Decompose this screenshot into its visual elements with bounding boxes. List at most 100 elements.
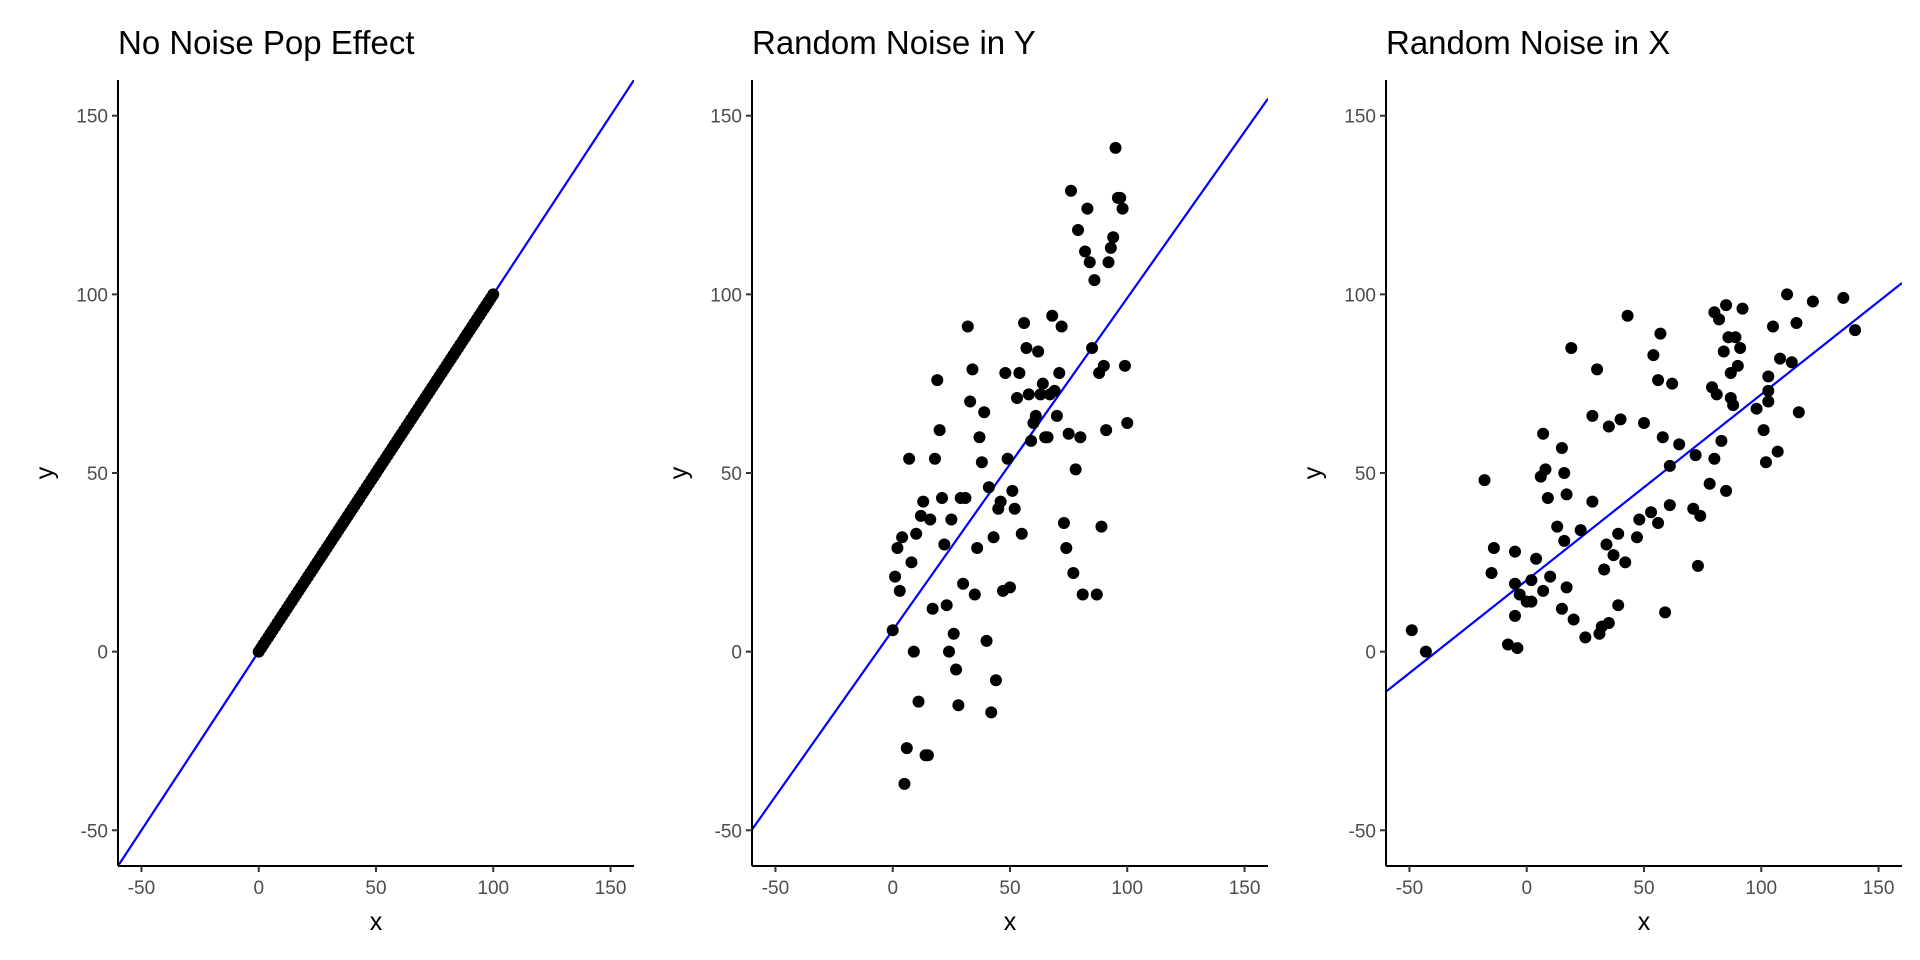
data-point [1074,431,1087,444]
data-point [1069,463,1082,476]
data-point [1759,456,1772,469]
data-point [1541,492,1554,505]
data-point [1771,445,1784,458]
data-point [1013,366,1026,379]
data-point [912,695,925,708]
data-point [968,588,981,601]
x-tick-label: 150 [595,878,627,899]
x-axis-title: x [1004,908,1017,936]
data-point [1008,502,1021,515]
data-point [903,452,916,465]
data-point [900,742,913,755]
y-tick-label: -50 [1349,821,1376,842]
data-point [896,531,909,544]
data-point [487,288,500,301]
data-point [1022,388,1035,401]
data-point [1001,452,1014,465]
data-point [1717,345,1730,358]
data-point [1619,556,1632,569]
data-point [1703,477,1716,490]
data-point [1720,484,1733,497]
data-point [966,363,979,376]
data-point [1638,416,1650,429]
data-point [1757,424,1770,437]
data-point [1715,434,1728,447]
data-point [964,395,977,408]
data-point [994,495,1007,508]
data-point [1034,388,1047,401]
data-point [1591,363,1604,376]
data-point [1025,434,1038,447]
x-tick-label: 150 [1863,878,1895,899]
data-point [1806,295,1819,308]
data-point [921,749,934,762]
data-point [1734,341,1747,354]
data-point [1567,613,1580,626]
data-point [1792,406,1805,419]
data-point [933,424,946,437]
data-point [1501,638,1514,651]
data-point [1485,567,1498,580]
data-point [1708,452,1721,465]
data-point [989,674,1002,687]
data-point [1090,588,1103,601]
data-point [1062,427,1075,440]
data-point [1600,538,1613,551]
data-point [926,602,939,615]
data-point [1790,316,1803,329]
data-point [980,634,993,647]
y-tick-label: -50 [715,821,742,842]
data-point [1405,624,1418,637]
data-point [1478,474,1491,487]
y-tick-label: 0 [97,643,108,664]
data-point [1006,484,1019,497]
data-point [961,320,974,333]
data-point [1046,309,1059,322]
data-point [1041,431,1054,444]
data-point [947,627,960,640]
panel-2: Random Noise in Y -50 0 50 100 150 -50 0 50 100 15… [665,24,1268,936]
points-group [886,141,1134,790]
data-point [1659,606,1672,619]
data-point [1032,345,1045,358]
data-point [1633,513,1646,526]
data-point [1539,463,1552,476]
data-point [1767,320,1779,333]
data-point [1076,588,1089,601]
x-axis-title: x [370,908,383,936]
x-tick-label: 150 [1229,878,1261,899]
data-point [886,624,899,637]
y-tick-label: 150 [1344,107,1376,128]
data-point [1762,370,1775,383]
x-tick-label: 50 [999,878,1020,899]
data-point [914,509,927,522]
data-point [1555,602,1568,615]
y-axis-title: y [1299,466,1327,479]
points-group [252,288,500,658]
data-point [1083,256,1096,269]
data-point [971,542,984,555]
data-point [924,513,937,526]
data-point [1487,542,1500,555]
data-point [1011,391,1024,404]
data-point [1558,467,1571,479]
data-point [978,406,991,419]
data-point [1086,341,1099,354]
data-point [1067,567,1080,580]
data-point [1736,302,1749,315]
data-point [943,645,956,658]
points-group [1405,288,1862,658]
panel-1: No Noise Pop Effect -50 0 50 100 150 -50 0 50 100… [31,24,634,936]
data-point [1048,384,1061,397]
data-point [1525,574,1538,587]
panel-title: No Noise Pop Effect [118,24,415,61]
data-point [1720,299,1733,312]
data-point [1727,399,1740,412]
data-point [1107,231,1120,244]
x-tick-label: 0 [253,878,264,899]
data-point [1018,316,1031,329]
data-point [1586,495,1599,508]
data-point [1555,441,1568,454]
y-axis-title: y [31,466,59,479]
x-tick-label: 0 [1521,878,1532,899]
